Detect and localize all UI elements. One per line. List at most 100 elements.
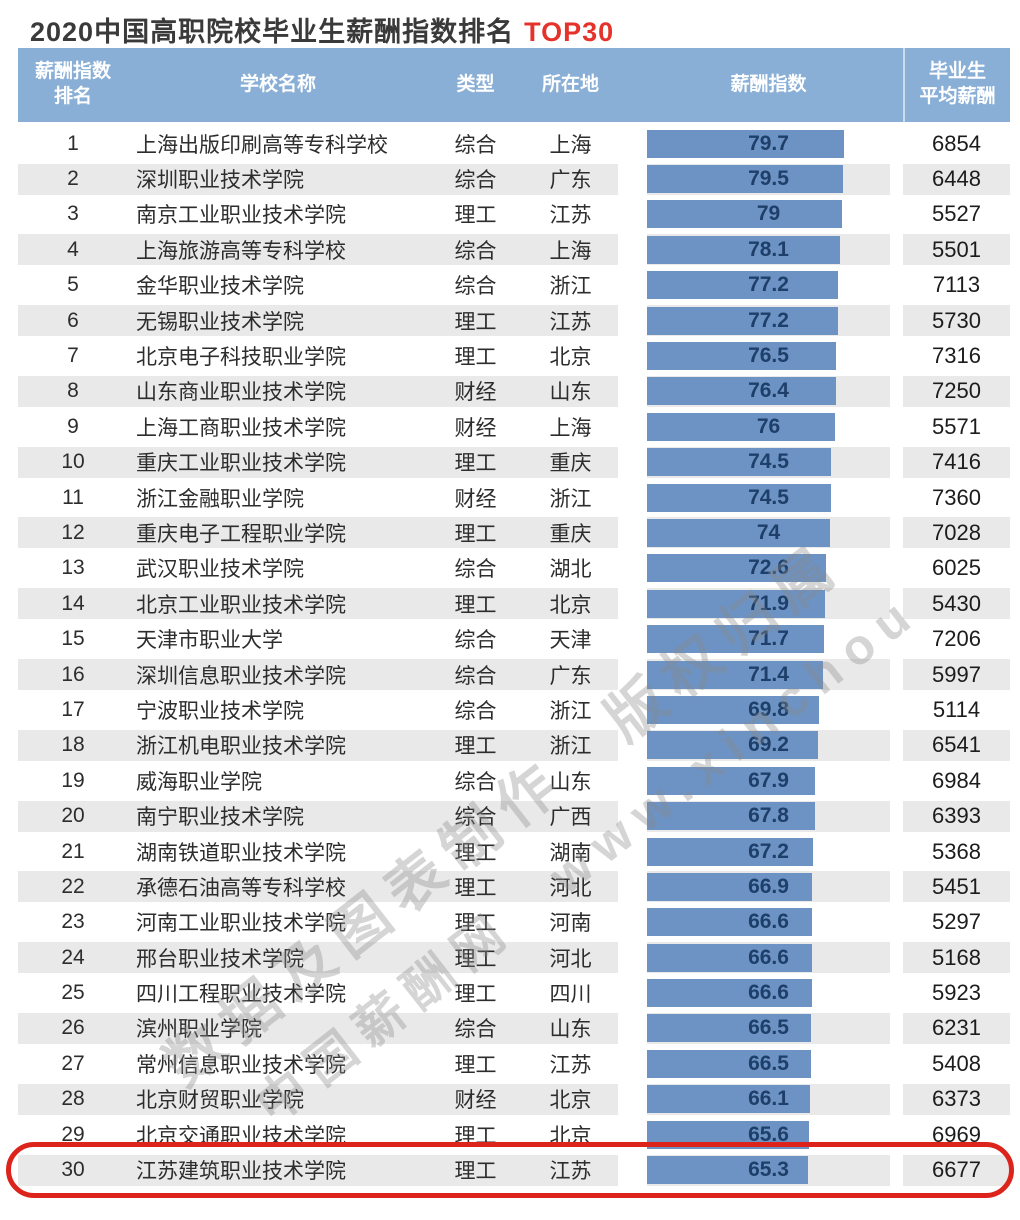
salary-index-value: 77.2 (748, 273, 789, 297)
rank-cell: 16 (18, 659, 128, 691)
salary-index-value: 71.4 (748, 662, 789, 686)
rank-cell: 25 (61, 981, 85, 1005)
column-gap (890, 906, 903, 938)
location-cell: 北京 (523, 1083, 618, 1115)
column-gap (890, 482, 903, 514)
rank-cell: 24 (18, 942, 128, 974)
rank-cell: 10 (18, 446, 128, 478)
salary-index-cell: 66.6 (647, 907, 890, 938)
table-row: 11 浙江金融职业学院 财经 浙江 74.5 7360 (18, 480, 1010, 515)
average-salary-cell: 5168 (903, 942, 1010, 974)
page-title-text: 2020中国高职院校毕业生薪酬指数排名 (30, 17, 515, 47)
type-cell: 理工 (454, 983, 497, 1007)
salary-index-cell: 77.2 (647, 270, 890, 301)
header-school: 学校名称 (239, 73, 316, 95)
column-gap (618, 694, 647, 726)
average-salary-cell: 7206 (932, 626, 981, 652)
location-cell: 江苏 (549, 1053, 592, 1077)
average-salary-cell: 5501 (903, 234, 1010, 266)
average-salary-cell: 7360 (932, 484, 981, 510)
location-cell: 上海 (523, 234, 618, 266)
rank-cell: 27 (61, 1051, 85, 1075)
location-cell: 河北 (523, 942, 618, 974)
column-gap (618, 871, 647, 903)
salary-index-bar (647, 943, 812, 972)
column-gap (890, 128, 903, 160)
column-gap (890, 588, 903, 620)
rank-cell: 15 (61, 627, 85, 651)
salary-index-bar (647, 342, 836, 371)
table-row: 21 湖南铁道职业技术学院 理工 湖南 67.2 5368 (18, 834, 1010, 869)
average-salary-cell: 6025 (932, 555, 981, 581)
table-row: 17 宁波职业技术学院 综合 浙江 69.8 5114 (18, 692, 1010, 727)
salary-index-cell: 66.1 (647, 1083, 890, 1115)
type-cell: 综合 (454, 770, 497, 794)
average-salary-cell: 6448 (903, 163, 1010, 195)
column-gap (618, 977, 647, 1009)
salary-index-bar (647, 1156, 809, 1185)
average-salary-cell: 6231 (903, 1012, 1010, 1044)
type-cell: 理工 (428, 588, 523, 620)
location-cell: 湖北 (549, 558, 592, 582)
average-salary-cell: 5408 (932, 1050, 981, 1076)
column-gap (618, 446, 647, 478)
salary-index-cell: 78.1 (647, 234, 890, 266)
table-row: 28 北京财贸职业学院 财经 北京 66.1 6373 (18, 1082, 1010, 1117)
type-cell: 综合 (454, 133, 497, 157)
school-name-cell: 金华职业技术学院 (136, 275, 304, 299)
table-row: 19 威海职业学院 综合 山东 67.9 6984 (18, 763, 1010, 798)
location-cell: 上海 (549, 133, 592, 157)
location-cell: 浙江 (549, 487, 592, 511)
salary-index-value: 74 (756, 520, 781, 544)
type-cell: 理工 (428, 871, 523, 903)
school-name-cell: 江苏建筑职业技术学院 (128, 1154, 428, 1186)
salary-index-cell: 65.3 (647, 1154, 890, 1186)
type-cell: 理工 (428, 1154, 523, 1186)
table-row: 10 重庆工业职业技术学院 理工 重庆 74.5 7416 (18, 445, 1010, 480)
average-salary-cell: 7250 (903, 375, 1010, 407)
school-name-cell: 山东商业职业技术学院 (128, 375, 428, 407)
column-gap (618, 1083, 647, 1115)
table-row: 26 滨州职业学院 综合 山东 66.5 6231 (18, 1011, 1010, 1046)
school-name-cell: 上海工商职业技术学院 (136, 416, 346, 440)
type-cell: 财经 (428, 375, 523, 407)
salary-index-value: 69.8 (748, 697, 789, 721)
type-cell: 财经 (454, 416, 497, 440)
salary-index-value: 79 (756, 202, 781, 226)
location-cell: 江苏 (523, 305, 618, 337)
type-cell: 综合 (428, 659, 523, 691)
table-row: 18 浙江机电职业技术学院 理工 浙江 69.2 6541 (18, 728, 1010, 763)
salary-index-bar (647, 165, 844, 194)
average-salary-cell: 5923 (932, 980, 981, 1006)
type-cell: 理工 (454, 912, 497, 936)
average-salary-cell: 6541 (903, 729, 1010, 761)
salary-index-bar (647, 200, 843, 229)
salary-index-cell: 74.5 (647, 482, 890, 513)
average-salary-cell: 6984 (932, 767, 981, 793)
table-row: 22 承德石油高等专科学校 理工 河北 66.9 5451 (18, 869, 1010, 904)
table-body: 1 上海出版印刷高等专科学校 综合 上海 79.7 6854 2 深圳职业技术学… (18, 126, 1010, 1188)
rank-cell: 19 (61, 768, 85, 792)
average-salary-cell: 6854 (932, 130, 981, 156)
rank-cell: 23 (61, 910, 85, 934)
location-cell: 河南 (549, 912, 592, 936)
school-name-cell: 四川工程职业技术学院 (136, 983, 346, 1007)
rank-cell: 29 (61, 1122, 85, 1146)
school-name-cell: 常州信息职业技术学院 (136, 1053, 346, 1077)
salary-index-bar (647, 306, 838, 335)
salary-index-bar (647, 766, 815, 795)
average-salary-cell: 5430 (903, 588, 1010, 620)
column-gap (618, 1012, 647, 1044)
salary-index-value: 76 (756, 414, 781, 438)
salary-index-cell: 66.6 (647, 978, 890, 1009)
rank-cell: 12 (18, 517, 128, 549)
column-gap (618, 163, 647, 195)
salary-index-cell: 71.7 (647, 624, 890, 655)
salary-index-bar (647, 872, 813, 901)
table-row: 12 重庆电子工程职业学院 理工 重庆 74 7028 (18, 515, 1010, 550)
type-cell: 理工 (428, 517, 523, 549)
salary-index-value: 76.5 (748, 344, 789, 368)
salary-index-value: 79.7 (748, 131, 789, 155)
school-name-cell: 河南工业职业技术学院 (136, 912, 346, 936)
rank-cell: 26 (18, 1012, 128, 1044)
